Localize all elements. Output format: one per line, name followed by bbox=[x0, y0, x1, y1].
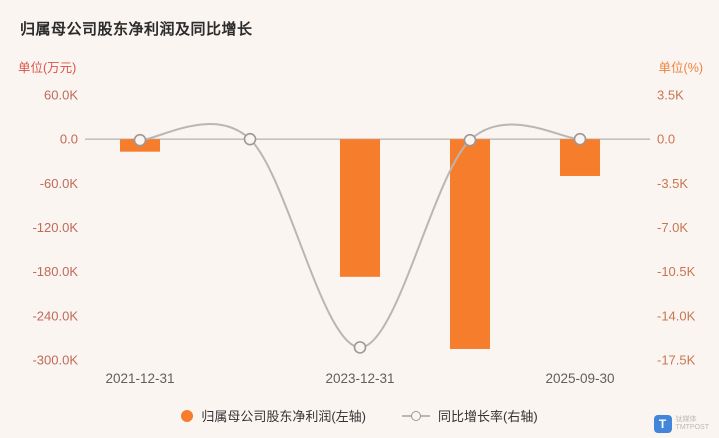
watermark-subtext: TMTPOST bbox=[675, 424, 709, 431]
right-axis-tick-label: -14.0K bbox=[657, 308, 696, 323]
right-axis-tick-label: -7.0K bbox=[657, 220, 688, 235]
line-point-marker[interactable] bbox=[353, 341, 367, 354]
right-axis-tick-label: -10.5K bbox=[657, 264, 696, 279]
legend-label-net-profit: 归属母公司股东净利润(左轴) bbox=[201, 409, 366, 424]
x-axis-tick-label: 2025-09-30 bbox=[545, 371, 614, 386]
legend-label-yoy-growth: 同比增长率(右轴) bbox=[438, 409, 538, 424]
line-yoy-growth bbox=[139, 123, 581, 349]
chart-title: 归属母公司股东净利润及同比增长 bbox=[20, 21, 253, 38]
watermark-logo: T 钛媒体 TMTPOST bbox=[653, 415, 709, 433]
left-axis-tick-label: -300.0K bbox=[32, 353, 78, 368]
legend-item-yoy-growth[interactable]: 同比增长率(右轴) bbox=[402, 406, 538, 425]
left-axis-tick-label: -180.0K bbox=[32, 264, 78, 279]
bar-net-profit[interactable] bbox=[340, 139, 380, 277]
left-axis-unit-label: 单位(万元) bbox=[18, 61, 77, 75]
line-point-marker[interactable] bbox=[243, 132, 257, 146]
right-axis-tick-label: 0.0 bbox=[657, 132, 675, 147]
line-point-marker[interactable] bbox=[573, 132, 587, 146]
right-axis-tick-label: 3.5K bbox=[657, 88, 684, 103]
bar-net-profit[interactable] bbox=[120, 139, 160, 152]
legend: 归属母公司股东净利润(左轴) 同比增长率(右轴) bbox=[0, 406, 719, 425]
legend-item-net-profit[interactable]: 归属母公司股东净利润(左轴) bbox=[181, 406, 366, 425]
bar-series-marker-icon bbox=[181, 409, 194, 422]
left-axis-tick-label: 0.0 bbox=[60, 132, 78, 147]
line-point-marker[interactable] bbox=[463, 133, 477, 147]
left-axis-tick-label: 60.0K bbox=[44, 88, 78, 103]
right-axis-unit-label: 单位(%) bbox=[658, 61, 703, 75]
x-axis-tick-label: 2023-12-31 bbox=[325, 371, 394, 386]
line-series-marker-icon bbox=[402, 410, 430, 421]
right-axis-tick-label: -17.5K bbox=[657, 353, 696, 368]
bar-net-profit[interactable] bbox=[450, 139, 490, 349]
bar-net-profit[interactable] bbox=[560, 139, 600, 176]
watermark-name: 钛媒体 bbox=[675, 415, 697, 423]
left-axis-tick-label: -120.0K bbox=[32, 220, 78, 235]
left-axis-tick-label: -240.0K bbox=[32, 308, 78, 323]
tmtpost-icon: T bbox=[653, 415, 672, 433]
left-axis-tick-label: -60.0K bbox=[40, 176, 79, 191]
line-point-marker[interactable] bbox=[133, 133, 147, 147]
right-axis-tick-label: -3.5K bbox=[657, 176, 688, 191]
x-axis-tick-label: 2021-12-31 bbox=[105, 371, 174, 386]
